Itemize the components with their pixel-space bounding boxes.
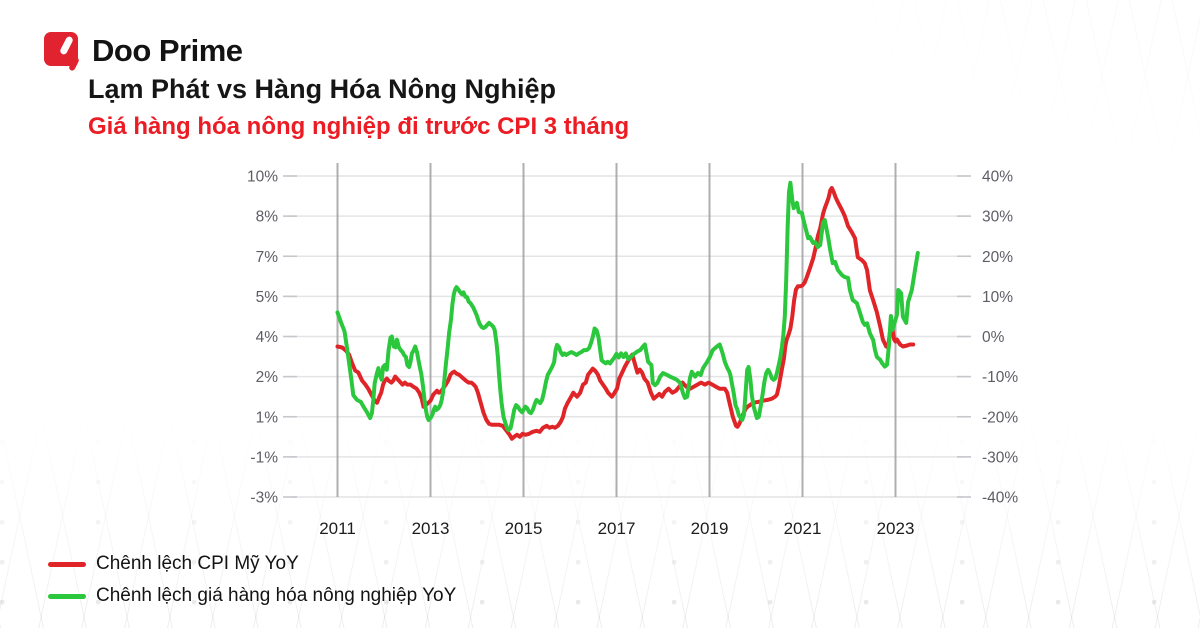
- left-axis-label: 1%: [256, 409, 279, 426]
- right-axis-label: -20%: [982, 409, 1018, 426]
- right-axis-label: 0%: [982, 329, 1005, 346]
- left-axis-label: -1%: [250, 449, 278, 466]
- left-axis-label: 5%: [256, 289, 279, 306]
- left-axis-label: 2%: [256, 369, 279, 386]
- chart-legend: Chênh lệch CPI Mỹ YoY Chênh lệch giá hàn…: [48, 548, 456, 612]
- legend-item-agri: Chênh lệch giá hàng hóa nông nghiệp YoY: [48, 580, 456, 612]
- x-axis-label: 2017: [598, 519, 636, 538]
- right-axis-label: -10%: [982, 369, 1018, 386]
- legend-swatch-agri: [48, 593, 86, 599]
- right-axis-label: 20%: [982, 249, 1013, 266]
- page-title: Lạm Phát vs Hàng Hóa Nông Nghiệp: [88, 74, 557, 104]
- legend-label-agri: Chênh lệch giá hàng hóa nông nghiệp YoY: [96, 585, 457, 606]
- page-subtitle: Giá hàng hóa nông nghiệp đi trước CPI 3 …: [88, 113, 630, 140]
- right-axis-label: 10%: [982, 289, 1013, 306]
- brand-name: Doo Prime: [92, 33, 243, 68]
- x-axis-label: 2013: [412, 519, 450, 538]
- right-axis-label: 30%: [982, 209, 1013, 226]
- left-axis-label: 8%: [256, 209, 279, 226]
- brand-header: Doo Prime: [44, 30, 243, 72]
- cpi-line-series: [335, 186, 916, 441]
- right-axis-label: -30%: [982, 449, 1018, 466]
- legend-item-cpi: Chênh lệch CPI Mỹ YoY: [48, 548, 456, 580]
- legend-swatch-cpi: [48, 561, 86, 567]
- left-axis-label: 10%: [247, 169, 278, 186]
- left-axis-label: 7%: [256, 249, 279, 266]
- left-axis-label: 4%: [256, 329, 279, 346]
- right-axis-label: 40%: [982, 169, 1013, 186]
- right-axis-label: -40%: [982, 490, 1018, 507]
- x-axis-label: 2015: [505, 519, 543, 538]
- x-axis-label: 2023: [877, 519, 915, 538]
- x-axis-label: 2021: [784, 519, 822, 538]
- doo-prime-logo: [44, 30, 84, 72]
- x-axis-label: 2019: [691, 519, 729, 538]
- x-axis-label: 2011: [319, 519, 356, 538]
- legend-label-cpi: Chênh lệch CPI Mỹ YoY: [96, 553, 299, 574]
- agri-line-series: [335, 180, 920, 432]
- left-axis-label: -3%: [250, 490, 278, 507]
